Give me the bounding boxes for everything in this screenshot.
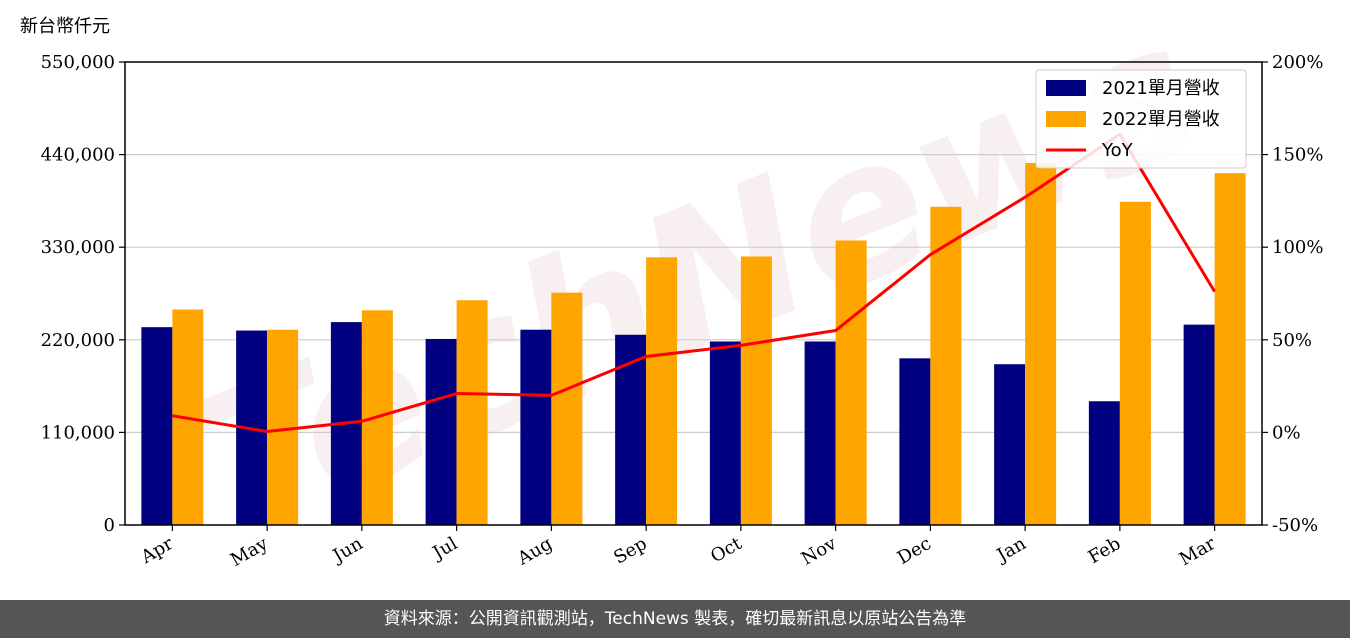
bar-2022-sep	[646, 257, 678, 525]
y2-tick-label: 150%	[1272, 145, 1323, 166]
x-tick-label-jan: Jan	[992, 533, 1030, 567]
y2-tick-label: 200%	[1272, 52, 1323, 73]
y-tick-label: 330,000	[41, 237, 115, 258]
bar-2022-feb	[1119, 201, 1151, 525]
source-footer: 資料來源：公開資訊觀測站，TechNews 製表，確切最新訊息以原站公告為準	[0, 600, 1350, 638]
bar-2021-jan	[994, 364, 1026, 525]
bar-2022-jan	[1025, 163, 1057, 525]
bar-2021-dec	[899, 358, 931, 525]
y2-tick-label: 100%	[1272, 237, 1323, 258]
bar-2021-nov	[804, 341, 836, 525]
bar-2022-dec	[930, 206, 962, 525]
bar-2022-nov	[835, 240, 867, 525]
grid-lines	[125, 154, 1262, 433]
x-tick-label-oct: Oct	[707, 533, 746, 568]
bar-2021-jul	[425, 338, 457, 525]
x-tick-label-mar: Mar	[1176, 533, 1220, 570]
bar-2022-jul	[456, 300, 488, 525]
legend-label: 2022單月營收	[1102, 109, 1220, 130]
y2-tick-label: -50%	[1272, 515, 1318, 536]
legend-box	[1035, 69, 1247, 169]
bar-2021-aug	[520, 329, 552, 525]
bar-2021-feb	[1088, 401, 1120, 525]
x-tick-label-aug: Aug	[513, 533, 556, 570]
y-tick-label: 0	[104, 515, 115, 536]
bars	[141, 163, 1246, 525]
plot-frame	[124, 61, 1263, 526]
axes: 0 110,000 220,000 330,000 440,000 550,000 -50%…	[41, 52, 1324, 571]
x-tick-label-jul: Jul	[428, 533, 462, 565]
bar-2021-apr	[141, 327, 173, 525]
x-tick-label-sep: Sep	[610, 533, 650, 568]
legend-swatch	[1046, 111, 1086, 127]
legend-swatch	[1046, 80, 1086, 96]
yoy-series-line	[172, 132, 1216, 433]
x-tick-label-nov: Nov	[798, 533, 841, 570]
y-axis-unit-label: 新台幣仟元	[20, 16, 110, 37]
bar-2022-oct	[740, 256, 772, 525]
bar-2021-oct	[709, 341, 741, 525]
y-tick-label: 110,000	[41, 422, 115, 443]
legend: 2021單月營收 2022單月營收 YoY	[1035, 69, 1247, 169]
x-tick-label-feb: Feb	[1085, 533, 1125, 568]
legend-label: YoY	[1101, 140, 1134, 161]
y2-tick-label: 0%	[1272, 422, 1301, 443]
y-tick-label: 220,000	[41, 330, 115, 351]
x-tick-label-apr: Apr	[137, 533, 177, 568]
bar-2022-aug	[551, 292, 583, 525]
x-tick-label-dec: Dec	[894, 533, 935, 569]
bar-2022-mar	[1214, 173, 1246, 525]
bar-2021-mar	[1183, 324, 1215, 525]
y-tick-label: 550,000	[41, 52, 115, 73]
y-tick-label: 440,000	[41, 145, 115, 166]
legend-label: 2021單月營收	[1102, 78, 1220, 99]
y2-tick-label: 50%	[1272, 330, 1312, 351]
